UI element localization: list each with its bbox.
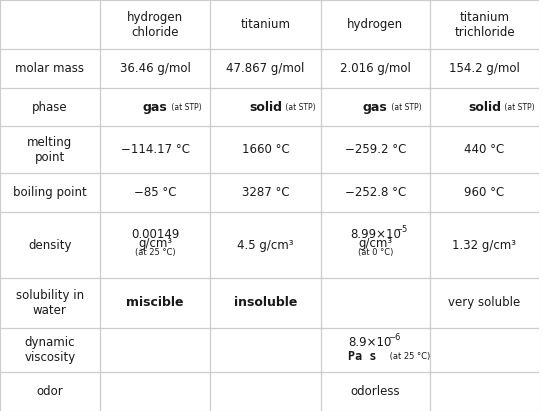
Text: Pa s: Pa s (348, 350, 376, 363)
Text: −252.8 °C: −252.8 °C (345, 186, 406, 199)
Text: 0.00149: 0.00149 (131, 228, 179, 240)
Text: −5: −5 (395, 224, 407, 233)
Text: gas: gas (363, 101, 388, 113)
Text: hydrogen: hydrogen (347, 18, 403, 31)
Text: titanium: titanium (241, 18, 291, 31)
Text: 8.9×10: 8.9×10 (348, 336, 392, 349)
Text: solubility in
water: solubility in water (16, 289, 84, 317)
Text: phase: phase (32, 101, 68, 113)
Text: 3287 °C: 3287 °C (242, 186, 289, 199)
Text: (at STP): (at STP) (283, 102, 316, 111)
Text: miscible: miscible (127, 296, 184, 309)
Text: 440 °C: 440 °C (464, 143, 504, 156)
Text: 1660 °C: 1660 °C (242, 143, 289, 156)
Text: 8.99×10: 8.99×10 (350, 228, 401, 240)
Text: molar mass: molar mass (15, 62, 84, 75)
Text: melting
point: melting point (27, 136, 73, 164)
Text: (at 25 °C): (at 25 °C) (387, 352, 431, 361)
Text: solid: solid (468, 101, 501, 113)
Text: solid: solid (249, 101, 282, 113)
Text: boiling point: boiling point (13, 186, 87, 199)
Text: g/cm³: g/cm³ (138, 237, 172, 249)
Text: odorless: odorless (350, 385, 400, 398)
Text: 36.46 g/mol: 36.46 g/mol (119, 62, 191, 75)
Text: 4.5 g/cm³: 4.5 g/cm³ (237, 239, 294, 252)
Text: 2.016 g/mol: 2.016 g/mol (340, 62, 411, 75)
Text: 960 °C: 960 °C (464, 186, 504, 199)
Text: −259.2 °C: −259.2 °C (345, 143, 406, 156)
Text: 154.2 g/mol: 154.2 g/mol (449, 62, 520, 75)
Text: −6: −6 (388, 333, 400, 342)
Text: titanium
trichloride: titanium trichloride (454, 11, 515, 39)
Text: (at STP): (at STP) (389, 102, 421, 111)
Text: −85 °C: −85 °C (134, 186, 176, 199)
Text: 47.867 g/mol: 47.867 g/mol (226, 62, 305, 75)
Text: (at STP): (at STP) (168, 102, 201, 111)
Text: insoluble: insoluble (234, 296, 297, 309)
Text: (at 0 °C): (at 0 °C) (358, 247, 393, 256)
Text: odor: odor (36, 385, 63, 398)
Text: (at STP): (at STP) (502, 102, 535, 111)
Text: 1.32 g/cm³: 1.32 g/cm³ (452, 239, 516, 252)
Text: density: density (28, 239, 72, 252)
Text: dynamic
viscosity: dynamic viscosity (24, 336, 75, 364)
Text: −114.17 °C: −114.17 °C (121, 143, 190, 156)
Text: hydrogen
chloride: hydrogen chloride (127, 11, 183, 39)
Text: g/cm³: g/cm³ (358, 237, 393, 249)
Text: gas: gas (143, 101, 167, 113)
Text: (at 25 °C): (at 25 °C) (135, 247, 175, 256)
Text: very soluble: very soluble (449, 296, 521, 309)
